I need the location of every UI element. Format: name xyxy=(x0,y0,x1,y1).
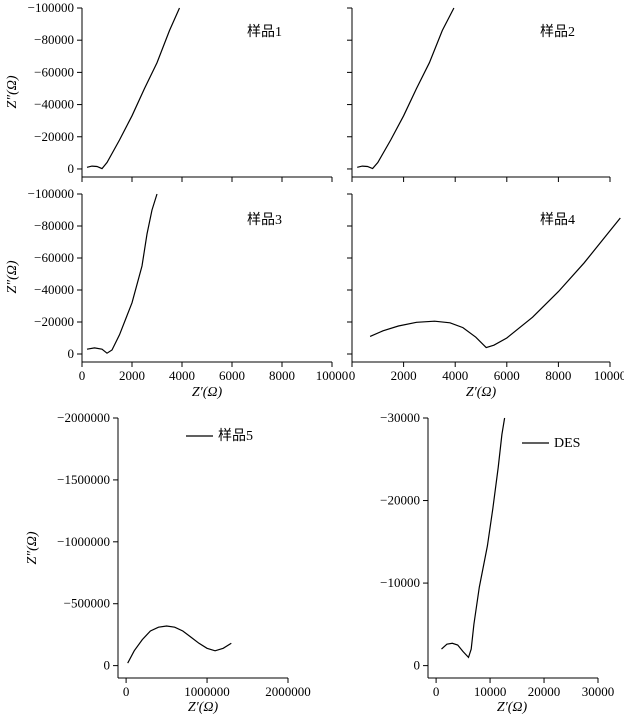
x-tick-label: 20000 xyxy=(528,684,561,699)
panel-annotation: 样品4 xyxy=(540,212,575,228)
y-tick-label: 0 xyxy=(68,346,75,361)
x-tick-label: 8000 xyxy=(269,368,295,383)
x-tick-label: 30000 xyxy=(582,684,615,699)
panel-sample-3: −100000 −80000 −60000 −40000 −20000 00 2000 400… xyxy=(5,186,348,400)
y-tick-label: 0 xyxy=(68,161,75,176)
x-axis-label: Z′(Ω) xyxy=(466,385,497,400)
x-tick-label: 8000 xyxy=(545,368,571,383)
panel-sample-4: 0 2000 4000 6000 8000 10000 样品4 Z′(Ω) xyxy=(347,193,624,400)
panel-sample-2: 样品2 xyxy=(347,7,611,182)
x-tick-label: 0 xyxy=(349,368,356,383)
y-tick-label: −80000 xyxy=(34,32,74,47)
x-tick-label: 10000 xyxy=(594,368,624,383)
y-tick-label: −80000 xyxy=(34,218,74,233)
y-tick-label: 0 xyxy=(104,658,111,673)
y-tick-label: −100000 xyxy=(28,0,74,15)
y-tick-label: −60000 xyxy=(34,250,74,265)
y-tick-label: −1000000 xyxy=(57,534,110,549)
x-tick-label: 0 xyxy=(433,684,440,699)
panel-annotation: 样品3 xyxy=(247,212,282,228)
x-tick-label: 4000 xyxy=(442,368,468,383)
y-tick-label: −30000 xyxy=(380,410,420,425)
series-line xyxy=(86,7,181,170)
y-axis-label: Z″(Ω) xyxy=(5,75,20,108)
y-tick-label: −20000 xyxy=(34,314,74,329)
series-line xyxy=(357,7,455,170)
x-axis-label: Z′(Ω) xyxy=(497,700,528,715)
y-tick-label: −100000 xyxy=(28,186,74,201)
x-axis-label: Z′(Ω) xyxy=(192,385,223,400)
y-tick-label: −1500000 xyxy=(57,472,110,487)
x-tick-label: 0 xyxy=(123,684,130,699)
x-tick-label: 0 xyxy=(79,368,86,383)
series-line xyxy=(369,217,621,349)
series-line xyxy=(127,625,232,664)
x-tick-label: 2000 xyxy=(391,368,417,383)
y-tick-label: −500000 xyxy=(64,596,110,611)
x-tick-label: 1000000 xyxy=(184,684,230,699)
panel-sample-5: −2000000 −1500000 −1000000 −500000 00 1000000… xyxy=(25,410,311,715)
x-tick-label: 2000 xyxy=(119,368,145,383)
series-line xyxy=(86,193,158,354)
y-axis-label: Z″(Ω) xyxy=(25,531,40,564)
y-tick-label: −20000 xyxy=(34,129,74,144)
series-line xyxy=(441,417,506,659)
y-tick-label: −2000000 xyxy=(57,410,110,425)
y-tick-label: −20000 xyxy=(380,493,420,508)
panel-sample-1: −100000 −80000 −60000 −40000 −20000 0 样品1 Z″(Ω) xyxy=(5,0,333,182)
x-axis-label: Z′(Ω) xyxy=(188,700,219,715)
x-tick-label: 6000 xyxy=(219,368,245,383)
y-tick-label: 0 xyxy=(414,658,421,673)
x-tick-label: 6000 xyxy=(494,368,520,383)
legend-label: 样品5 xyxy=(218,428,253,444)
y-tick-label: −40000 xyxy=(34,97,74,112)
y-axis-label: Z″(Ω) xyxy=(5,260,20,293)
y-tick-label: −60000 xyxy=(34,64,74,79)
x-tick-label: 10000 xyxy=(474,684,507,699)
x-tick-label: 10000 xyxy=(316,368,349,383)
x-tick-label: 4000 xyxy=(169,368,195,383)
y-tick-label: −10000 xyxy=(380,575,420,590)
panel-des: −30000 −20000 −10000 00 10000 20000 30000 DES Z′… xyxy=(380,410,614,715)
legend-label: DES xyxy=(554,436,580,451)
x-tick-label: 2000000 xyxy=(265,684,311,699)
y-tick-label: −40000 xyxy=(34,282,74,297)
panel-annotation: 样品2 xyxy=(540,24,575,40)
panel-annotation: 样品1 xyxy=(247,24,282,40)
